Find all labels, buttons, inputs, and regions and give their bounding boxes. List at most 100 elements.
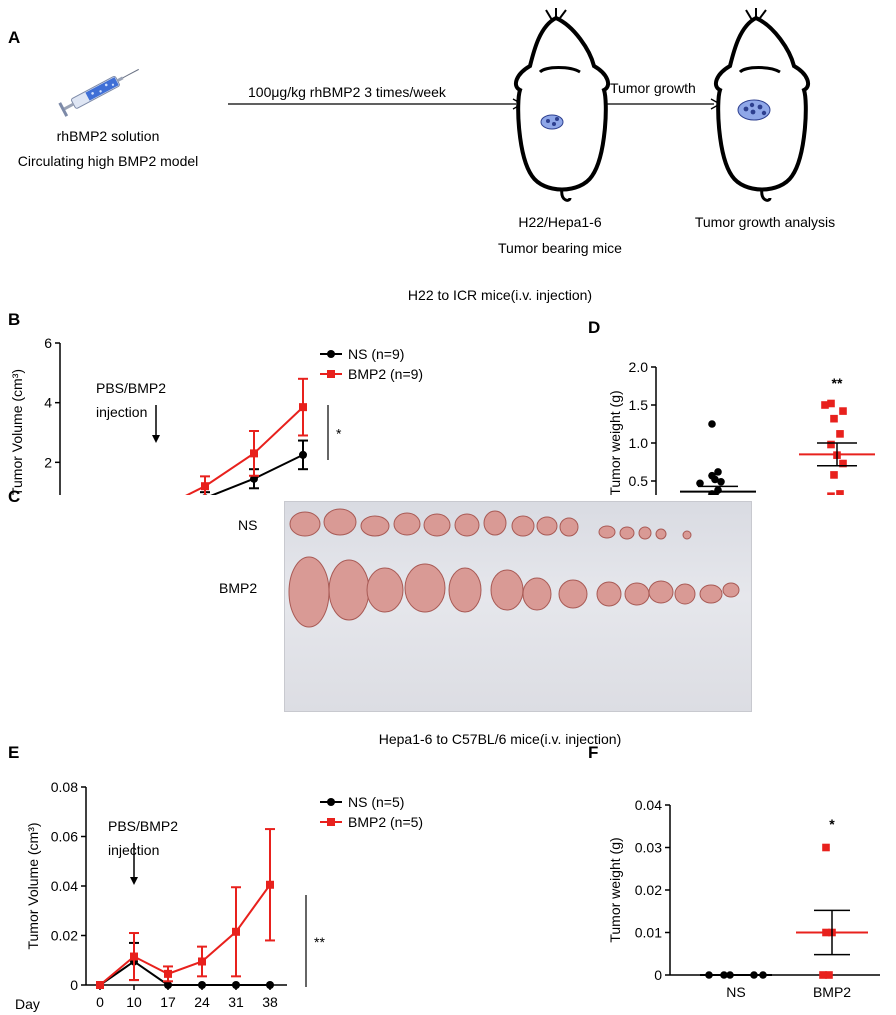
chart-e: 0 0.02 0.04 0.06 0.08 0 10 17 24 31 38 Day Tumor Vol… — [15, 779, 423, 1012]
data-point — [827, 440, 835, 449]
legend-marker — [327, 798, 335, 806]
data-point — [822, 843, 830, 852]
mice-label-2: Tumor bearing mice — [498, 240, 622, 256]
chart-f: 0 0.01 0.02 0.03 0.04 Tumor weight (g) NS BMP2 * — [607, 797, 880, 1000]
analysis-label: Tumor growth analysis — [694, 214, 836, 230]
data-point — [299, 450, 307, 459]
category-label: NS — [726, 984, 745, 1000]
annotation-label: PBS/BMP2 — [96, 380, 166, 396]
x-tick-label: 31 — [228, 994, 244, 1010]
data-point — [836, 490, 844, 495]
legend-marker — [327, 370, 335, 378]
data-point — [711, 492, 719, 495]
y-tick-label: 0.08 — [51, 779, 78, 795]
y-tick-label: 6 — [44, 335, 52, 351]
section-title-hepa: Hepa1-6 to C57BL/6 mice(i.v. injection) — [378, 731, 622, 747]
y-axis-label: Tumor Volume (cm³) — [25, 822, 41, 949]
y-tick-label: 2.0 — [629, 359, 649, 375]
panel-label-f: F — [588, 743, 599, 762]
data-point — [839, 459, 847, 468]
data-point — [839, 407, 847, 415]
annotation-label: PBS/BMP2 — [108, 818, 178, 834]
x-tick-label: 17 — [160, 994, 176, 1010]
data-point — [821, 401, 829, 409]
data-point — [130, 952, 138, 961]
significance-label: * — [829, 816, 835, 832]
data-point — [198, 957, 206, 966]
y-tick-label: 2 — [44, 454, 52, 470]
data-point — [266, 981, 274, 989]
data-point — [825, 971, 833, 979]
x-axis-label: Day — [15, 996, 40, 1012]
y-tick-label: 0.01 — [635, 925, 662, 941]
data-point — [830, 471, 838, 479]
dose-arrow — [228, 98, 524, 110]
legend-marker — [327, 350, 335, 358]
model-label: Circulating high BMP2 model — [17, 153, 199, 169]
data-point — [266, 880, 274, 889]
y-axis-label: Tumor weight (g) — [607, 837, 623, 942]
data-point — [250, 449, 258, 458]
data-point — [198, 981, 206, 989]
solution-label: rhBMP2 solution — [56, 128, 160, 144]
photo-row-label-bmp2: BMP2 — [219, 580, 258, 596]
data-point — [696, 479, 704, 488]
data-point — [299, 403, 307, 412]
data-point — [232, 981, 240, 989]
mice-label-1: H22/Hepa1-6 — [518, 214, 602, 230]
y-tick-label: 0.02 — [51, 928, 78, 944]
y-tick-label: 4 — [44, 395, 52, 411]
series-line — [210, 453, 304, 495]
y-tick-label: 1.5 — [629, 397, 649, 413]
y-tick-label: 0.04 — [51, 878, 78, 894]
tumor-photo-image — [288, 508, 740, 628]
y-tick-label: 0.06 — [51, 829, 78, 845]
x-tick-label: 38 — [262, 994, 278, 1010]
data-point — [164, 981, 172, 989]
mouse-icon — [513, 8, 611, 202]
x-tick-label: 24 — [194, 994, 210, 1010]
series-line — [99, 884, 271, 986]
y-tick-label: 0.02 — [635, 882, 662, 898]
significance-label: ** — [314, 934, 325, 950]
mouse-tumor-icon — [713, 8, 811, 202]
data-point — [827, 399, 835, 408]
panel-label-d: D — [588, 318, 601, 337]
panel-label-a: A — [8, 28, 21, 47]
category-label: BMP2 — [813, 984, 851, 1000]
significance-label: ** — [832, 375, 843, 391]
y-tick-label: 0 — [70, 977, 78, 993]
legend-label: BMP2 (n=5) — [348, 814, 423, 830]
series-line — [99, 960, 270, 986]
data-point — [827, 492, 835, 495]
legend-label: NS (n=9) — [348, 346, 404, 362]
data-point — [711, 475, 719, 484]
annotation-arrowhead — [152, 435, 160, 443]
annotation-label: injection — [96, 404, 147, 420]
data-point — [96, 981, 104, 989]
x-tick-label: 10 — [126, 994, 142, 1010]
panel-label-e: E — [8, 743, 20, 762]
annotation-arrowhead — [130, 877, 138, 885]
growth-label: Tumor growth — [610, 80, 696, 96]
data-point — [201, 482, 209, 491]
syringe-icon — [58, 68, 139, 117]
legend-marker — [327, 818, 335, 826]
y-tick-label: 0.03 — [635, 840, 662, 856]
y-axis-label: Tumor Volume (cm³) — [9, 369, 25, 495]
tumor-photo — [284, 501, 752, 712]
significance-label: * — [336, 426, 342, 442]
dose-label: 100μg/kg rhBMP2 3 times/week — [248, 84, 446, 100]
x-tick-label: 0 — [96, 994, 104, 1010]
data-point — [164, 969, 172, 978]
legend-label: BMP2 (n=9) — [348, 366, 423, 382]
section-title-h22: H22 to ICR mice(i.v. injection) — [407, 287, 593, 303]
y-tick-label: 0 — [654, 967, 662, 983]
data-point — [717, 477, 725, 486]
data-point — [232, 927, 240, 936]
panel-label-b: B — [8, 310, 21, 329]
data-point — [830, 414, 838, 423]
y-axis-label: Tumor weight (g) — [607, 390, 623, 495]
y-tick-label: 1.0 — [629, 435, 649, 451]
